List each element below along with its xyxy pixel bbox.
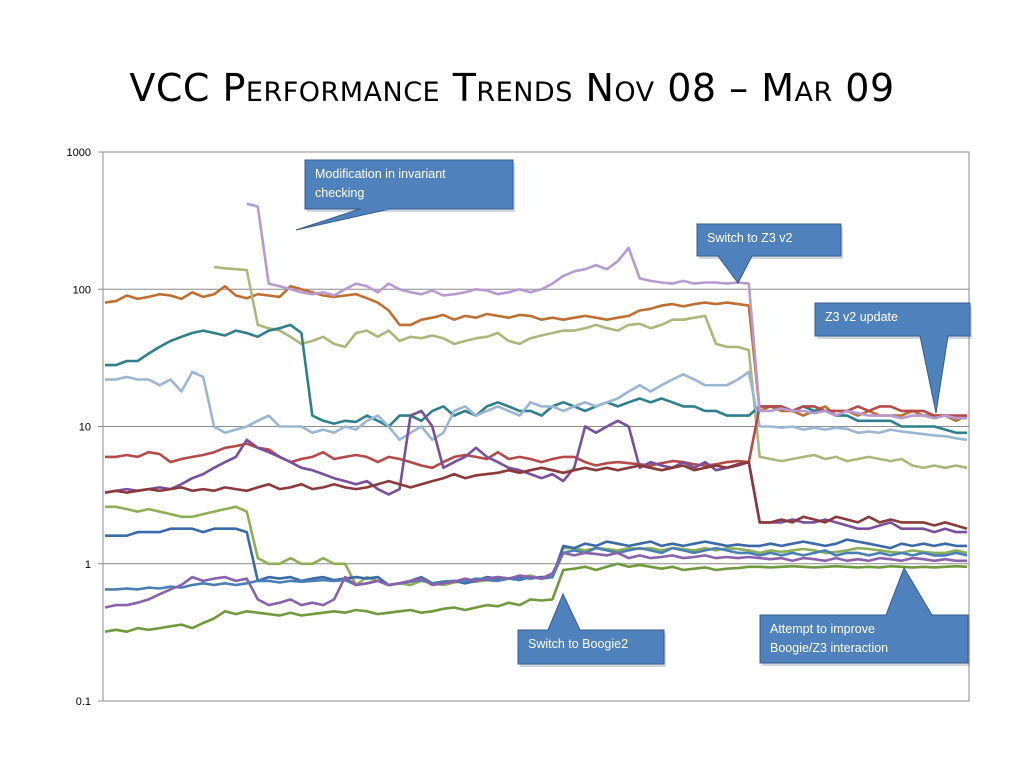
callout-box bbox=[759, 614, 969, 664]
y-tick-label: 0.1 bbox=[76, 696, 91, 708]
gridlines bbox=[103, 151, 969, 702]
y-tick-label: 10 bbox=[79, 422, 91, 434]
series-line-14 bbox=[246, 202, 967, 420]
callout-box bbox=[304, 159, 514, 210]
series-line-8 bbox=[104, 460, 968, 530]
annotation-callout-3: Switch to Boogie2 bbox=[517, 592, 666, 667]
series-line-13 bbox=[104, 562, 968, 633]
y-tick-label: 1 bbox=[85, 559, 91, 571]
series-line-2 bbox=[104, 285, 968, 423]
y-axis-ticks: 1000 100 10 1 0.1 bbox=[67, 147, 103, 708]
y-tick-label: 100 bbox=[73, 284, 91, 296]
callout-text: Z3 v2 update bbox=[825, 310, 898, 324]
series-line-12 bbox=[104, 551, 967, 609]
annotation-callout-0: Modification in invariant checking bbox=[295, 159, 515, 231]
y-tick-label: 1000 bbox=[67, 147, 91, 159]
callout-text: Switch to Z3 v2 bbox=[707, 231, 792, 245]
annotation-callout-4: Attempt to improve Boogie/Z3 interaction bbox=[759, 566, 970, 666]
slide-title: VCC Performance Trends Nov 08 – Mar 09 bbox=[129, 66, 895, 110]
callout-text: checking bbox=[315, 186, 364, 200]
series-line-7 bbox=[104, 409, 967, 534]
callout-box bbox=[696, 223, 842, 257]
callout-text: Boogie/Z3 interaction bbox=[770, 641, 888, 655]
series-line-3 bbox=[213, 265, 968, 470]
callout-layer: Modification in invariant checking Switch … bbox=[295, 159, 972, 667]
series-layer bbox=[104, 202, 968, 633]
callout-text: Switch to Boogie2 bbox=[528, 637, 628, 651]
series-line-5 bbox=[105, 370, 968, 442]
callout-box bbox=[814, 302, 971, 337]
annotation-callout-2: Z3 v2 update bbox=[814, 302, 972, 414]
annotation-callout-1: Switch to Z3 v2 bbox=[696, 223, 843, 284]
callout-text: Modification in invariant bbox=[315, 167, 446, 181]
callout-text: Attempt to improve bbox=[770, 622, 875, 636]
callout-box bbox=[517, 629, 665, 665]
